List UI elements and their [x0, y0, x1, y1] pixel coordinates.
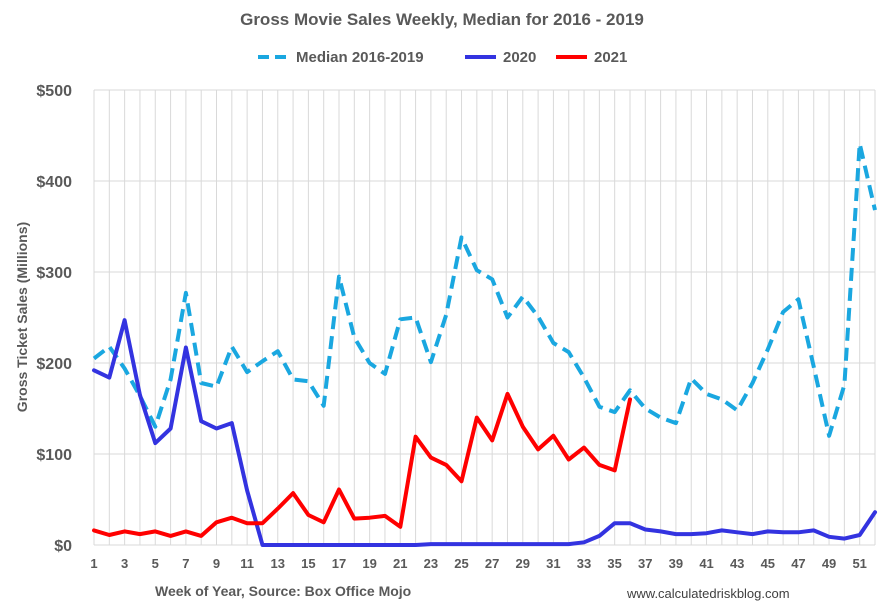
y-tick-label: $500 [36, 83, 72, 100]
x-tick-label: 13 [271, 556, 285, 571]
x-tick-label: 17 [332, 556, 346, 571]
y-axis-label: Gross Ticket Sales (Millions) [14, 222, 30, 412]
x-tick-label: 27 [485, 556, 499, 571]
y-tick-label: $300 [36, 265, 72, 282]
legend-label-median-2016-2019: Median 2016-2019 [296, 49, 424, 66]
x-tick-label: 7 [182, 556, 189, 571]
y-tick-label: $400 [36, 174, 72, 191]
legend-label-2021: 2021 [594, 49, 627, 66]
x-tick-label: 35 [607, 556, 621, 571]
y-tick-label: $200 [36, 356, 72, 373]
x-tick-label: 29 [516, 556, 530, 571]
x-axis-tick-labels: 1 3 5 7 9 11 13 15 17 19 21 23 25 27 29 31 33 35 37 39 41 43 4… [90, 556, 867, 571]
x-tick-label: 19 [362, 556, 376, 571]
x-tick-label: 1 [90, 556, 97, 571]
x-tick-label: 31 [546, 556, 560, 571]
legend-label-2020: 2020 [503, 49, 536, 66]
y-axis-tick-labels: $0 $100 $200 $300 $400 $500 [36, 83, 72, 555]
chart-title: Gross Movie Sales Weekly, Median for 201… [240, 10, 644, 29]
series-line-2021 [92, 391, 632, 538]
x-tick-label: 39 [669, 556, 683, 571]
x-tick-label: 9 [213, 556, 220, 571]
x-tick-label: 33 [577, 556, 591, 571]
x-tick-label: 37 [638, 556, 652, 571]
x-axis-label: Week of Year, Source: Box Office Mojo [155, 583, 411, 599]
x-tick-label: 43 [730, 556, 744, 571]
x-tick-label: 41 [699, 556, 713, 571]
x-tick-label: 45 [761, 556, 775, 571]
source-note: www.calculatedriskblog.com [626, 586, 790, 601]
x-tick-label: 25 [454, 556, 468, 571]
x-tick-label: 23 [424, 556, 438, 571]
x-tick-label: 5 [152, 556, 159, 571]
legend: Median 2016-2019 2020 2021 [258, 49, 627, 66]
grid [93, 89, 876, 546]
series-lines [92, 141, 877, 547]
y-tick-label: $0 [54, 538, 72, 555]
x-tick-label: 3 [121, 556, 128, 571]
x-tick-label: 21 [393, 556, 407, 571]
x-tick-label: 15 [301, 556, 315, 571]
x-tick-label: 11 [240, 556, 254, 571]
series-line-median-2016-2019 [92, 141, 877, 438]
x-tick-label: 47 [791, 556, 805, 571]
x-tick-label: 51 [852, 556, 866, 571]
x-tick-label: 49 [822, 556, 836, 571]
series-line-2020 [92, 318, 877, 547]
y-tick-label: $100 [36, 447, 72, 464]
